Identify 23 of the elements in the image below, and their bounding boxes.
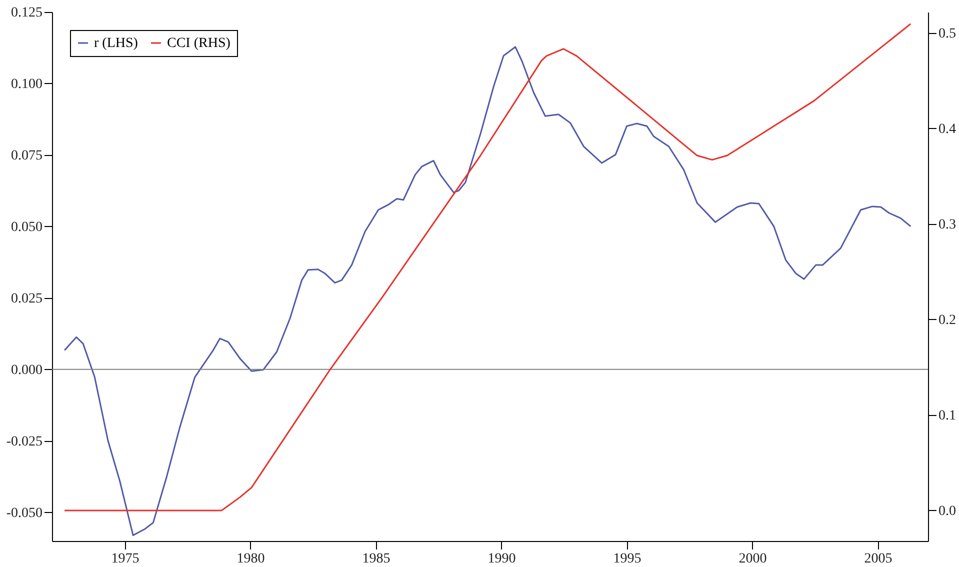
legend-label: r (LHS) xyxy=(94,36,138,51)
x-tick-label: 1985 xyxy=(362,552,390,566)
y2-tick-label: 0.1 xyxy=(938,408,956,424)
x-tick-label: 1975 xyxy=(111,552,140,566)
y2-tick-label: 0.2 xyxy=(938,312,956,328)
legend-label: CCI (RHS) xyxy=(167,36,231,51)
y-tick-label: 0.000 xyxy=(11,362,42,378)
y2-tick-label: 0.0 xyxy=(938,504,956,519)
y-tick-label: 0.075 xyxy=(11,148,42,164)
x-tick-label: 1995 xyxy=(613,552,642,566)
y-tick-label: 0.050 xyxy=(11,220,42,235)
y-tick-label: 0.100 xyxy=(11,76,42,92)
y-tick-label: 0.025 xyxy=(11,291,42,306)
y-tick-label: -0.025 xyxy=(6,434,42,450)
x-tick-label: 2000 xyxy=(738,552,767,566)
y2-tick-label: 0.4 xyxy=(938,122,956,137)
x-tick-label: 1990 xyxy=(488,552,516,566)
y2-tick-label: 0.5 xyxy=(938,26,956,42)
y2-tick-label: 0.3 xyxy=(938,217,956,232)
x-tick-label: 2005 xyxy=(864,552,892,566)
y-tick-label: -0.050 xyxy=(6,506,42,521)
x-tick-label: 1980 xyxy=(236,552,265,566)
y-tick-label: 0.125 xyxy=(11,6,42,20)
